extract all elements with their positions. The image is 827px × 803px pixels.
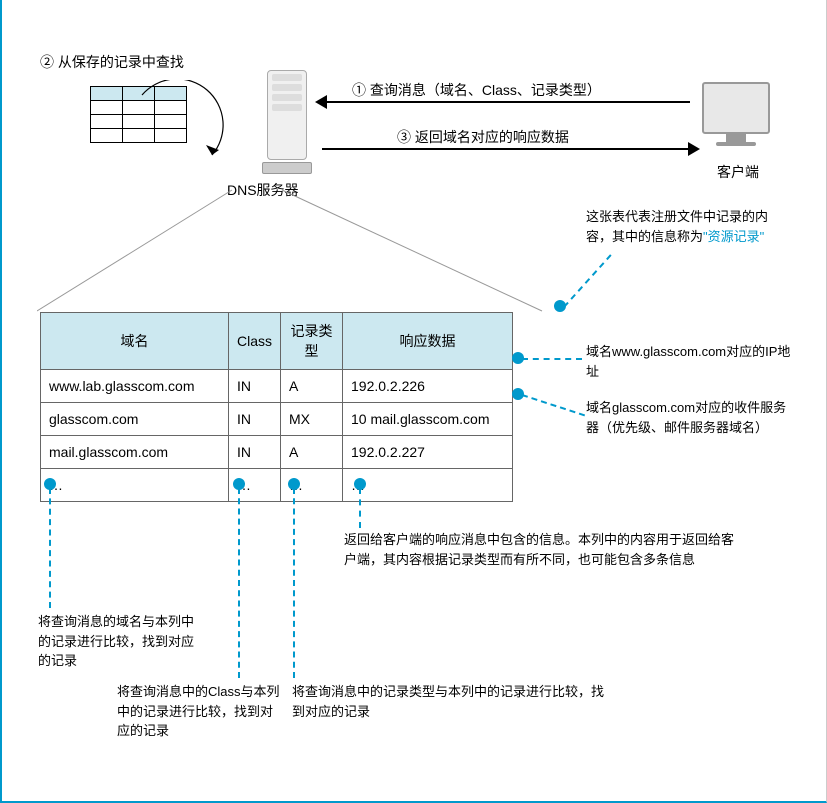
anno-col-type: 将查询消息中的记录类型与本列中的记录进行比较，找到对应的记录 [292,682,612,721]
diagram-content: ② 从保存的记录中查找 DNS服务器 客户端 ① 查询消息（域名、Class、记… [2,0,826,801]
client-label: 客户端 [717,162,759,182]
step1-label: ① 查询消息（域名、Class、记录类型） [352,80,601,100]
dashed-line-icon [49,488,51,608]
anno-row1: 域名www.glasscom.com对应的IP地址 [586,342,796,381]
diagram-frame: ② 从保存的记录中查找 DNS服务器 客户端 ① 查询消息（域名、Class、记… [0,0,827,803]
arrow-query [322,101,690,103]
th-domain: 域名 [41,313,229,370]
th-resp: 响应数据 [343,313,513,370]
step3-label: ③ 返回域名对应的响应数据 [397,127,569,147]
dashed-line-icon [563,254,611,307]
arrow-query-head-icon [315,95,327,109]
table-row: glasscom.comINMX10 mail.glasscom.com [41,403,513,436]
arrow-response-head-icon [688,142,700,156]
dashed-line-icon [293,488,295,678]
lookup-arrow-icon [132,80,252,180]
dns-server-icon [267,70,312,174]
arrow-response [322,148,690,150]
anno-col-domain: 将查询消息的域名与本列中的记录进行比较，找到对应的记录 [38,612,203,671]
dashed-line-icon [522,394,585,416]
zoom-cone-icon [37,185,567,315]
dashed-line-icon [238,488,240,678]
anno-col-resp: 返回给客户端的响应消息中包含的信息。本列中的内容用于返回给客户端，其内容根据记录… [344,530,744,569]
table-row: ………… [41,469,513,502]
table-row: www.lab.glasscom.comINA192.0.2.226 [41,370,513,403]
client-icon [702,82,770,146]
th-class: Class [229,313,281,370]
anno-resource-record: 这张表代表注册文件中记录的内容，其中的信息称为"资源记录" [586,207,786,246]
step2-label: ② 从保存的记录中查找 [40,52,184,72]
table-row: mail.glasscom.comINA192.0.2.227 [41,436,513,469]
dns-records-table: 域名 Class 记录类型 响应数据 www.lab.glasscom.comI… [40,312,513,502]
anno-col-class: 将查询消息中的Class与本列中的记录进行比较，找到对应的记录 [117,682,282,741]
dashed-line-icon [359,488,361,528]
th-type: 记录类型 [281,313,343,370]
dashed-line-icon [522,358,582,360]
anno-row2: 域名glasscom.com对应的收件服务器（优先级、邮件服务器域名） [586,398,796,437]
